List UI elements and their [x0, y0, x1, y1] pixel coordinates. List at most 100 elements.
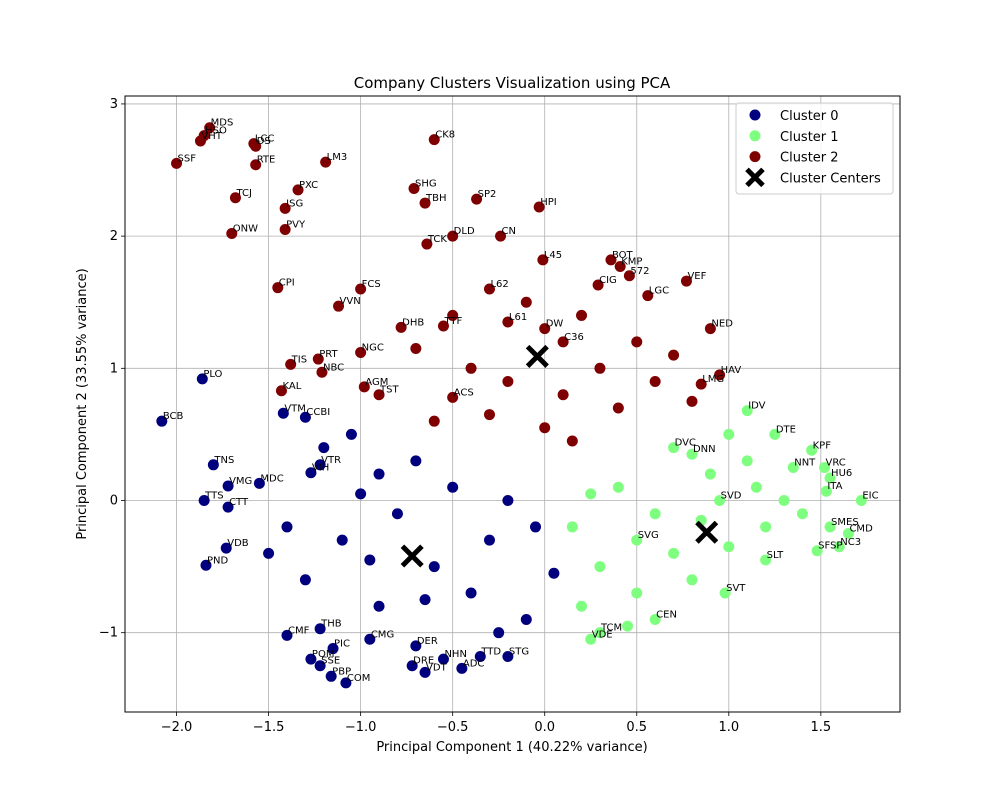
point-label: ADC [463, 658, 485, 669]
data-point [419, 197, 431, 209]
data-point [824, 472, 836, 484]
point-label: TCJ [235, 188, 251, 199]
data-point [704, 468, 716, 480]
data-point [680, 275, 692, 287]
cluster-center-marker [525, 344, 549, 368]
point-label: VIH [312, 463, 329, 474]
data-point [642, 290, 654, 302]
x-tick-label: 0.5 [626, 720, 647, 735]
point-label: LM3 [327, 152, 348, 163]
legend-label: Cluster 2 [780, 151, 839, 166]
point-label: SVG [638, 530, 659, 541]
point-label: BOT [612, 250, 634, 261]
point-label: HSO [205, 126, 227, 137]
point-label: L45 [544, 250, 562, 261]
data-point [502, 494, 514, 506]
data-point [686, 448, 698, 460]
data-point [395, 321, 407, 333]
data-point [312, 353, 324, 365]
data-point [502, 376, 514, 388]
point-label: DTE [776, 424, 796, 435]
point-label: ISG [286, 198, 303, 209]
data-point [548, 567, 560, 579]
point-label: KMP [621, 257, 642, 268]
point-label: CIG [599, 275, 617, 286]
data-point [686, 574, 698, 586]
data-point [566, 521, 578, 533]
point-label: ACS [454, 387, 474, 398]
x-tick-label: −0.5 [437, 720, 469, 735]
data-point [408, 183, 420, 195]
point-label: PRT [319, 349, 338, 360]
data-point [605, 254, 617, 266]
data-point [428, 415, 440, 427]
point-label: VDT [426, 662, 448, 673]
point-label: DHB [402, 317, 424, 328]
point-label: TTD [480, 646, 501, 657]
point-label: RTE [257, 155, 276, 166]
x-tick-label: −2.0 [161, 720, 193, 735]
point-label: NED [711, 319, 733, 330]
y-tick-label: −1 [99, 626, 118, 641]
point-label: LMG [702, 374, 724, 385]
data-point [226, 227, 238, 239]
point-label: MDC [260, 473, 283, 484]
data-point [263, 547, 275, 559]
data-point [465, 362, 477, 374]
data-point [566, 435, 578, 447]
data-point [204, 122, 216, 134]
point-label: HPI [540, 197, 557, 208]
data-point [277, 407, 289, 419]
y-axis-ticks: −1 0 1 2 3 [99, 97, 125, 641]
data-point [200, 559, 212, 571]
legend: Cluster 0 Cluster 1 Cluster 2 Cluster Cente… [735, 102, 894, 195]
data-points [156, 122, 867, 689]
x-tick-label: 0.0 [534, 720, 555, 735]
data-point [285, 358, 297, 370]
point-label: PLO [203, 369, 222, 380]
legend-label: Cluster Centers [780, 171, 881, 186]
data-point [253, 477, 265, 489]
data-point [272, 282, 284, 294]
data-point [421, 238, 433, 250]
data-point [539, 422, 551, 434]
data-point [820, 485, 832, 497]
data-point [594, 627, 606, 639]
point-label: SHG [415, 179, 437, 190]
point-label: NC3 [840, 537, 861, 548]
data-point [305, 653, 317, 665]
data-point [668, 349, 680, 361]
data-point [520, 296, 532, 308]
point-label: DS [257, 136, 271, 147]
point-label: TBH [425, 193, 447, 204]
data-point [631, 534, 643, 546]
data-point [316, 366, 328, 378]
data-point [719, 587, 731, 599]
y-axis-label: Principal Component 2 (33.55% variance) [75, 268, 90, 539]
data-point [819, 461, 831, 473]
data-point [741, 455, 753, 467]
point-label: EIC [862, 490, 878, 501]
legend-marker [749, 130, 761, 142]
point-label: KAL [282, 381, 301, 392]
point-label: ONW [233, 223, 258, 234]
y-tick-label: 2 [110, 229, 118, 244]
point-label: DRE [413, 656, 434, 667]
data-point [668, 442, 680, 454]
legend-marker [745, 167, 765, 188]
data-point [250, 159, 262, 171]
data-point [391, 508, 403, 520]
point-label: TTF [443, 316, 462, 327]
point-label: PXC [299, 180, 318, 191]
data-point [250, 140, 262, 152]
data-point [345, 428, 357, 440]
point-label: PND [207, 555, 229, 566]
point-label: VVN [340, 296, 361, 307]
data-point [355, 346, 367, 358]
data-point [796, 508, 808, 520]
point-label: SSE [321, 656, 340, 667]
point-label: VEF [687, 271, 706, 282]
plot-frame [124, 95, 901, 713]
point-label: NNT [794, 457, 816, 468]
data-point [373, 389, 385, 401]
